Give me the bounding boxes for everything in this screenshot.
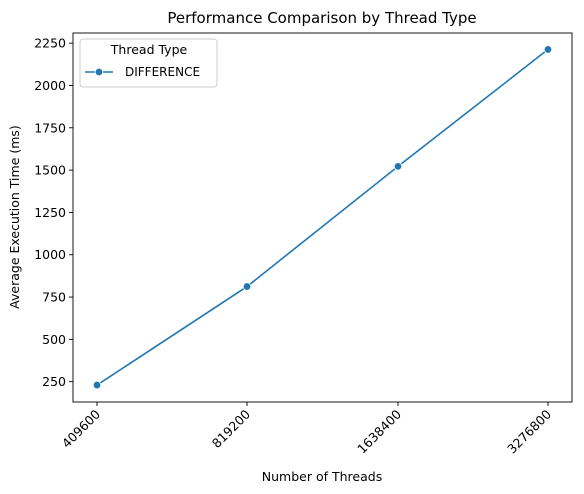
y-tick-label: 500 xyxy=(42,332,66,347)
y-tick-label: 2250 xyxy=(34,36,66,51)
legend-box xyxy=(79,38,218,88)
x-axis-ticks: 409600 819200 1638400 3276800 xyxy=(59,402,554,456)
series-line xyxy=(96,48,549,386)
x-tick-label: 819200 xyxy=(209,406,253,450)
data-point xyxy=(92,380,102,390)
series-layer xyxy=(92,45,553,390)
data-point xyxy=(242,282,252,291)
legend-series-label: DIFFERENCE xyxy=(125,65,200,79)
y-axis-label: Average Execution Time (ms) xyxy=(7,125,22,309)
y-tick-label: 1250 xyxy=(34,205,66,220)
y-tick-label: 1500 xyxy=(34,163,66,178)
x-tick-label: 3276800 xyxy=(504,406,554,456)
legend-point-marker xyxy=(94,67,104,77)
legend: Thread Type DIFFERENCE xyxy=(79,38,218,88)
x-axis-label: Number of Threads xyxy=(262,469,382,484)
data-point xyxy=(543,45,553,54)
chart-title: Performance Comparison by Thread Type xyxy=(167,9,476,27)
y-tick-label: 2000 xyxy=(34,78,66,93)
y-tick-label: 1000 xyxy=(34,247,66,262)
x-tick-label: 1638400 xyxy=(354,406,404,456)
legend-title: Thread Type xyxy=(110,42,188,57)
y-tick-label: 250 xyxy=(42,374,66,389)
y-tick-label: 1750 xyxy=(34,120,66,135)
y-axis-ticks: 250 500 750 1000 1250 1500 1750 2000 2250 xyxy=(34,36,73,389)
data-point xyxy=(393,162,403,171)
x-tick-label: 409600 xyxy=(59,406,103,450)
plot-area xyxy=(72,32,573,403)
y-tick-label: 750 xyxy=(42,290,66,305)
